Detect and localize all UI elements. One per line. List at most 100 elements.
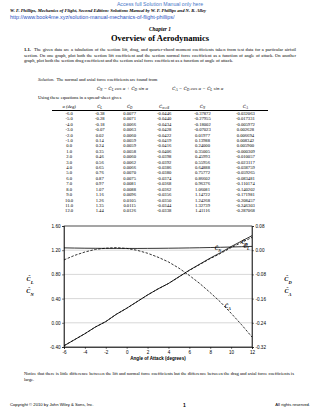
text-part: C̃: [200, 104, 203, 109]
tick: -0.32: [252, 345, 266, 350]
table-cell: -0.27955: [182, 116, 223, 121]
table-cell: 6.0: [52, 176, 86, 181]
table-cell: -0.287068: [223, 208, 268, 213]
x-axis-title: Angle of Attack (degrees): [130, 356, 186, 361]
table-cell: 0.46: [86, 154, 113, 159]
tick-label: 10: [229, 350, 235, 355]
tick-mark: [62, 299, 64, 300]
table-cell: 0.96376: [182, 181, 223, 186]
table-cell: 0.97: [86, 181, 113, 186]
header-cell: α (deg): [52, 103, 86, 111]
table-cell: 0.005900: [223, 143, 268, 148]
tick-label: 1.60: [52, 224, 61, 229]
subscript: D: [135, 88, 138, 92]
table-cell: 1.0: [52, 149, 86, 154]
subscript: A: [175, 88, 177, 92]
axis: -6-4-2024681012: [62, 347, 255, 355]
table-cell: 1.06081: [182, 187, 223, 192]
problem-text: The given data are a tabulation of the s…: [24, 47, 296, 63]
table-cell: -0.0356: [146, 192, 182, 197]
table-row: -5.0-0.280.0071-0.0440-0.27955-0.017331: [52, 116, 268, 121]
table-cell: 12.0: [52, 208, 86, 213]
data-table: α (deg)C̃LC̃DC̃m c/4C̃NC̃A-6.0-0.380.007…: [52, 103, 268, 214]
tick-label: -0.32: [256, 345, 267, 350]
table-cell: 0.76: [86, 170, 113, 175]
tick: 0.80: [52, 272, 64, 277]
table-cell: 0.35: [86, 149, 113, 154]
table-cell: 0.87: [86, 176, 113, 181]
table-cell: -3.0: [52, 127, 86, 132]
book-title: W. F. Phillips, Mechanics of Flight, Sec…: [10, 8, 206, 13]
table-cell: -0.0422: [146, 133, 182, 138]
tick-mark: [168, 347, 169, 349]
axis-line: [62, 227, 65, 348]
series-label: C̃D: [242, 239, 248, 247]
table-cell: 1.44: [86, 208, 113, 213]
series-label: C̃L: [244, 243, 250, 251]
table-cell: -0.005972: [223, 122, 268, 127]
tick: 0.00: [252, 248, 265, 253]
access-link[interactable]: Access full Solution Manual only here: [117, 1, 203, 7]
header-book: W. F. Phillips, Mechanics of Flight, Sec…: [10, 8, 310, 13]
solution: Solution.The normal and axial force coef…: [38, 77, 296, 83]
table-cell: 0.0063: [113, 127, 146, 132]
table-cell: 0.02: [86, 133, 113, 138]
header-cell: C̃L: [86, 103, 113, 111]
table-row: 2.00.460.0060-0.03980.45993-0.010057: [52, 154, 268, 159]
url-link[interactable]: http://www.book4me.xyz/solution-manual-m…: [10, 14, 174, 20]
equation: C̃N = C̃L cos α + C̃D sin α: [97, 86, 148, 91]
tick-label: 0.00: [256, 248, 265, 253]
tick: 10: [229, 347, 235, 355]
table-cell: 0.0071: [113, 116, 146, 121]
table-header: α (deg)C̃LC̃DC̃m c/4C̃NC̃A: [52, 103, 268, 111]
table-row: 9.01.160.0096-0.03561.14722-0.171981: [52, 192, 268, 197]
subscript: N: [29, 291, 34, 296]
text-part: =: [178, 86, 184, 91]
table-cell: -0.000309: [223, 149, 268, 154]
problem: 1.1.The given data are a tabulation of t…: [24, 47, 296, 64]
tick-label: 12: [250, 350, 256, 355]
table-cell: 0.0070: [113, 170, 146, 175]
table-cell: -5.0: [52, 116, 86, 121]
subscript: D: [244, 243, 248, 247]
table-cell: 0.0088: [113, 187, 146, 192]
text-part: C̃: [243, 104, 246, 109]
tick-mark: [62, 347, 64, 348]
tick-label: -0.08: [256, 272, 267, 277]
footer-rights: All rights reserved.: [275, 402, 310, 408]
table-row: 8.01.070.0088-0.03621.06081-0.140202: [52, 187, 268, 192]
tick: 0.40: [52, 297, 64, 302]
table-cell: -0.0428: [146, 127, 182, 132]
tick-mark: [252, 347, 253, 349]
title: Overview of Aerodynamics: [0, 33, 320, 43]
table-intro: Using these equations in a spread-sheet …: [38, 95, 121, 100]
tick-mark: [127, 347, 128, 349]
table-cell: 0.01977: [182, 133, 223, 138]
axis-title: C̃N: [26, 287, 34, 296]
chart: -6-4-2024681012-0.400.000.400.801.201.60…: [0, 221, 320, 367]
tick: 6: [189, 347, 192, 355]
tick-mark: [62, 274, 64, 275]
footer-copyright: Copyright © 2010 by John Wiley & Sons, I…: [10, 402, 94, 408]
table-cell: 1.16: [86, 192, 113, 197]
table-cell: 0.65: [86, 165, 113, 170]
subscript: A: [288, 291, 292, 296]
tick-mark: [62, 226, 64, 227]
table-cell: 7.0: [52, 181, 86, 186]
tick: -6: [62, 347, 67, 355]
subscript: L: [246, 247, 250, 251]
table-row: 6.00.870.0075-0.03740.86602-0.083481: [52, 176, 268, 181]
tick: -0.16: [252, 297, 266, 302]
text-part: C̃: [127, 104, 130, 109]
text-part: C̃: [172, 86, 175, 91]
table-cell: 0.0059: [113, 138, 146, 143]
tick-mark: [189, 347, 190, 349]
table-cell: 0.0066: [113, 122, 146, 127]
table-intro: Using these equations in a spread-sheet …: [38, 95, 296, 100]
axis-line: [253, 227, 255, 348]
header-access: Access full Solution Manual only here: [0, 1, 320, 7]
tick: -0.08: [252, 272, 266, 277]
tick-mark: [252, 274, 254, 275]
tick-label: -0.24: [256, 321, 267, 326]
tick-mark: [85, 347, 86, 349]
